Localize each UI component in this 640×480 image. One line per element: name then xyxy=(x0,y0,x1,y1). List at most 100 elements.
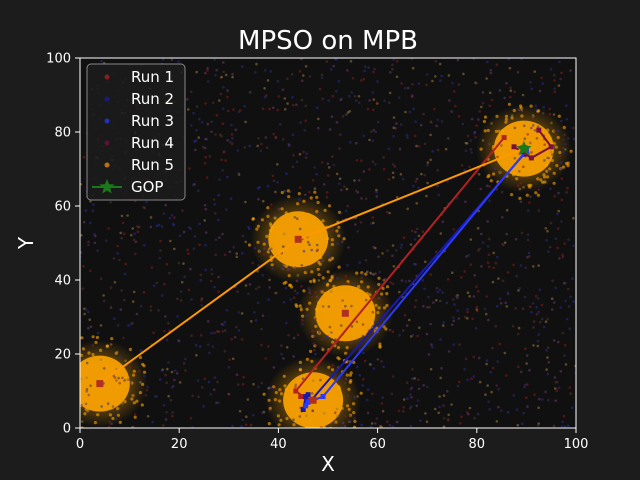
particle-dot xyxy=(153,395,157,398)
particle-dot xyxy=(298,415,302,418)
particle-dot xyxy=(533,70,537,73)
particle-dot xyxy=(199,278,203,282)
cloud-particle xyxy=(268,228,272,232)
particle-dot xyxy=(215,401,218,405)
particle-dot xyxy=(157,223,161,227)
particle-dot xyxy=(466,378,469,382)
particle-dot xyxy=(500,409,503,413)
particle-dot xyxy=(412,107,416,111)
particle-dot xyxy=(360,197,363,200)
particle-dot xyxy=(465,410,469,414)
particle-dot xyxy=(410,229,414,233)
particle-dot xyxy=(439,338,442,341)
particle-dot xyxy=(328,325,332,329)
particle-dot xyxy=(274,135,278,139)
particle-dot xyxy=(408,279,411,283)
particle-dot xyxy=(535,108,538,111)
particle-dot xyxy=(311,179,315,182)
cloud-particle xyxy=(536,177,540,181)
particle-dot xyxy=(217,218,220,222)
cloud-particle xyxy=(111,416,115,421)
particle-dot xyxy=(517,332,520,336)
particle-dot xyxy=(488,91,492,95)
cloud-particle xyxy=(332,284,336,289)
legend-marker xyxy=(104,140,110,146)
particle-dot xyxy=(540,303,544,307)
particle-dot xyxy=(382,155,386,159)
particle-dot xyxy=(510,114,514,117)
particle-dot xyxy=(117,410,120,413)
particle-dot xyxy=(348,420,352,423)
particle-dot xyxy=(170,370,174,374)
particle-dot xyxy=(208,351,211,355)
particle-dot xyxy=(486,220,489,223)
particle-dot xyxy=(532,265,535,268)
particle-dot xyxy=(293,266,297,269)
particle-dot xyxy=(505,208,509,212)
cloud-particle xyxy=(313,190,317,194)
particle-dot xyxy=(222,70,225,74)
cloud-particle xyxy=(515,177,519,181)
particle-dot xyxy=(415,227,419,231)
particle-dot xyxy=(359,79,363,82)
run-point-4 xyxy=(548,144,554,150)
particle-dot xyxy=(376,120,380,124)
particle-dot xyxy=(214,253,217,257)
particle-dot xyxy=(381,396,384,400)
particle-dot xyxy=(261,274,265,277)
particle-dot xyxy=(214,238,218,241)
particle-dot xyxy=(274,387,277,390)
particle-dot xyxy=(353,417,356,420)
particle-dot xyxy=(552,339,556,342)
particle-dot xyxy=(522,185,525,189)
particle-dot xyxy=(529,141,532,145)
run-point-4 xyxy=(536,127,542,133)
particle-dot xyxy=(136,230,140,234)
particle-dot xyxy=(213,376,217,379)
particle-dot xyxy=(298,198,301,201)
particle-dot xyxy=(485,295,489,298)
particle-dot xyxy=(486,261,490,265)
particle-dot xyxy=(344,377,348,381)
particle-dot xyxy=(321,338,324,341)
particle-dot xyxy=(375,417,379,420)
particle-dot xyxy=(312,334,316,338)
particle-dot xyxy=(375,190,378,194)
particle-dot xyxy=(560,220,563,223)
particle-dot xyxy=(408,110,412,114)
particle-dot xyxy=(463,315,467,319)
particle-dot xyxy=(146,385,149,389)
particle-dot xyxy=(560,177,564,180)
particle-dot xyxy=(372,367,376,370)
particle-dot xyxy=(221,232,224,236)
particle-dot xyxy=(553,129,556,133)
particle-dot xyxy=(386,249,389,253)
particle-dot xyxy=(410,377,414,380)
cloud-particle xyxy=(141,362,145,366)
cloud-particle xyxy=(510,116,514,120)
particle-dot xyxy=(320,76,324,80)
cloud-particle xyxy=(550,158,555,163)
particle-dot xyxy=(566,137,570,140)
particle-dot xyxy=(299,306,303,310)
particle-dot xyxy=(244,284,248,287)
particle-dot xyxy=(421,278,425,282)
particle-dot xyxy=(537,333,541,336)
particle-dot xyxy=(490,390,493,394)
particle-dot xyxy=(287,333,290,337)
particle-dot xyxy=(189,417,193,420)
particle-dot xyxy=(177,60,180,63)
gop-marker xyxy=(516,140,532,156)
cloud-particle xyxy=(292,423,296,427)
particle-dot xyxy=(206,343,210,347)
particle-dot xyxy=(209,279,213,283)
particle-dot xyxy=(501,279,505,283)
particle-dot xyxy=(417,234,421,238)
cloud-particle xyxy=(507,102,511,106)
particle-dot xyxy=(163,329,166,333)
particle-dot xyxy=(542,325,546,329)
particle-dot xyxy=(248,144,251,148)
particle-dot xyxy=(383,99,386,103)
particle-dot xyxy=(438,62,442,66)
particle-dot xyxy=(413,238,417,241)
